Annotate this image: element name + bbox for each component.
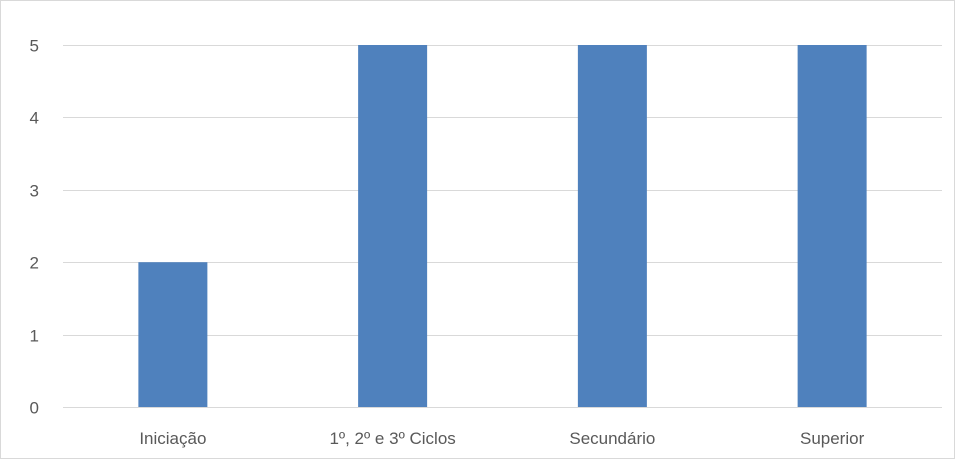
x-tick-label: Superior (800, 429, 865, 448)
y-axis-tick-labels: 0 1 2 3 4 5 (30, 37, 39, 418)
y-tick-label: 3 (30, 182, 39, 201)
bar-4 (797, 45, 867, 407)
bar-1 (138, 262, 208, 407)
x-axis-tick-labels: Iniciação 1º, 2º e 3º Ciclos Secundário Sup… (139, 429, 864, 448)
bar-3 (577, 45, 647, 407)
x-tick-label: Secundário (569, 429, 655, 448)
y-tick-label: 0 (30, 399, 39, 418)
x-tick-label: Iniciação (139, 429, 206, 448)
y-tick-label: 5 (30, 37, 39, 56)
bar-2 (358, 45, 428, 407)
bars (138, 45, 867, 407)
y-tick-label: 4 (30, 109, 39, 128)
x-tick-label: 1º, 2º e 3º Ciclos (329, 429, 455, 448)
y-tick-label: 1 (30, 327, 39, 346)
gridlines (63, 45, 942, 408)
y-tick-label: 2 (30, 254, 39, 273)
